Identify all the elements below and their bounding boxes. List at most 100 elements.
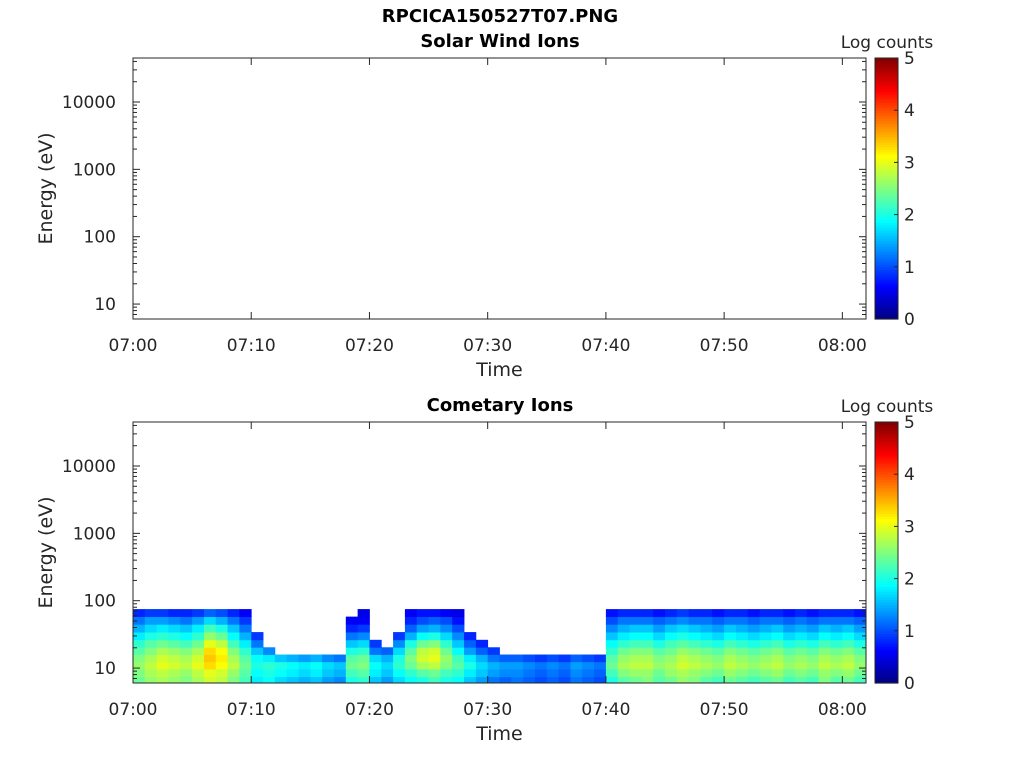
heatmap-cell [310, 676, 323, 684]
colorbar-segment [875, 300, 898, 304]
colorbar-segment [875, 311, 898, 315]
heatmap-cell [440, 632, 453, 641]
heatmap-cell [156, 609, 169, 618]
heatmap-cell [783, 654, 796, 663]
heatmap-cell [416, 676, 429, 684]
heatmap-cell [180, 676, 193, 684]
heatmap-cell [806, 632, 820, 641]
colorbar-segment [875, 489, 898, 494]
heatmap-cell [617, 661, 630, 670]
colorbar-segment [875, 303, 898, 307]
heatmap-cell [653, 639, 666, 648]
heatmap-cell [653, 609, 666, 618]
x-tick-label: 07:30 [463, 336, 512, 356]
heatmap-cell [594, 654, 607, 663]
heatmap-cell [795, 624, 808, 633]
heatmap-cell [440, 639, 453, 648]
heatmap-cell [676, 661, 690, 670]
colorbar-segment [875, 455, 898, 460]
x-tick-label: 07:00 [109, 336, 158, 356]
heatmap-cell [676, 654, 690, 663]
heatmap-cell [665, 661, 678, 670]
heatmap-cell [605, 624, 619, 633]
colorbar-segment [875, 86, 898, 90]
heatmap-cell [133, 609, 146, 618]
heatmap-cell [665, 669, 678, 678]
colorbar-segment [875, 468, 898, 473]
colorbar-segment [875, 502, 898, 507]
colorbar-segment [875, 128, 898, 132]
heatmap-cell [428, 639, 441, 648]
colorbar-segment [875, 279, 898, 284]
heatmap-cell [345, 676, 359, 684]
heatmap-cell [263, 669, 276, 678]
heatmap-cell [180, 616, 193, 625]
heatmap-cell [333, 676, 347, 684]
heatmap-cell [724, 661, 737, 670]
heatmap-cell [724, 632, 737, 641]
colorbar-segment [875, 264, 898, 268]
heatmap-cell [676, 624, 690, 633]
heatmap-cell [534, 654, 548, 663]
heatmap-cell [795, 661, 808, 670]
heatmap-cell [712, 647, 725, 655]
colorbar-segment [875, 625, 898, 629]
heatmap-cell [617, 676, 630, 684]
heatmap-cell [605, 632, 619, 641]
panel-title-cometary: Cometary Ions [426, 395, 574, 416]
heatmap-cell [759, 654, 772, 663]
heatmap-cell [842, 624, 855, 633]
heatmap-cell [795, 639, 808, 648]
heatmap-cell [783, 639, 796, 648]
heatmap-cell [700, 654, 713, 663]
heatmap-cell [511, 676, 524, 684]
heatmap-cell [404, 639, 418, 648]
colorbar-segment [875, 549, 898, 554]
y-tick-label: 10000 [62, 457, 116, 477]
colorbar-segment [875, 557, 898, 561]
heatmap-cell [263, 676, 276, 684]
heatmap-cell [688, 676, 701, 684]
heatmap-cell [854, 654, 867, 663]
heatmap-cell [771, 616, 784, 625]
heatmap-cell [735, 676, 749, 684]
heatmap-cell [156, 616, 169, 625]
heatmap-cell [806, 616, 820, 625]
heatmap-cell [357, 669, 370, 678]
heatmap-cell [428, 632, 441, 641]
colorbar-segment [875, 542, 898, 546]
heatmap-cell [464, 647, 477, 655]
heatmap-cell [759, 609, 772, 618]
colorbar-segment [875, 589, 898, 593]
heatmap-cell [818, 632, 831, 641]
colorbar-segment [875, 141, 898, 145]
y-tick-label: 100 [84, 228, 116, 248]
heatmap-cell [168, 609, 181, 618]
heatmap-cell [133, 624, 146, 633]
heatmap-cell [440, 669, 453, 678]
heatmap-cell [842, 661, 855, 670]
heatmap-cell [286, 654, 299, 663]
heatmap-cell [605, 647, 619, 655]
heatmap-cell [475, 669, 489, 678]
heatmap-cell [369, 639, 382, 648]
colorbar-tick-label: 4 [904, 101, 915, 121]
colorbar-segment [875, 602, 898, 606]
heatmap-cell [771, 624, 784, 633]
heatmap-cell [203, 661, 217, 670]
colorbar-segment [875, 424, 898, 428]
y-tick-label: 1000 [73, 160, 116, 180]
x-axis-label: Time [475, 359, 523, 381]
heatmap-cell [783, 661, 796, 670]
colorbar-segment [875, 185, 898, 190]
heatmap-cell [156, 676, 169, 684]
heatmap-cell [570, 676, 583, 684]
x-tick-label: 07:10 [227, 336, 276, 356]
colorbar-segment [875, 274, 898, 278]
heatmap-cell [345, 654, 359, 663]
colorbar-segment [875, 125, 898, 130]
heatmap-cell [712, 639, 725, 648]
heatmap-cell [653, 654, 666, 663]
